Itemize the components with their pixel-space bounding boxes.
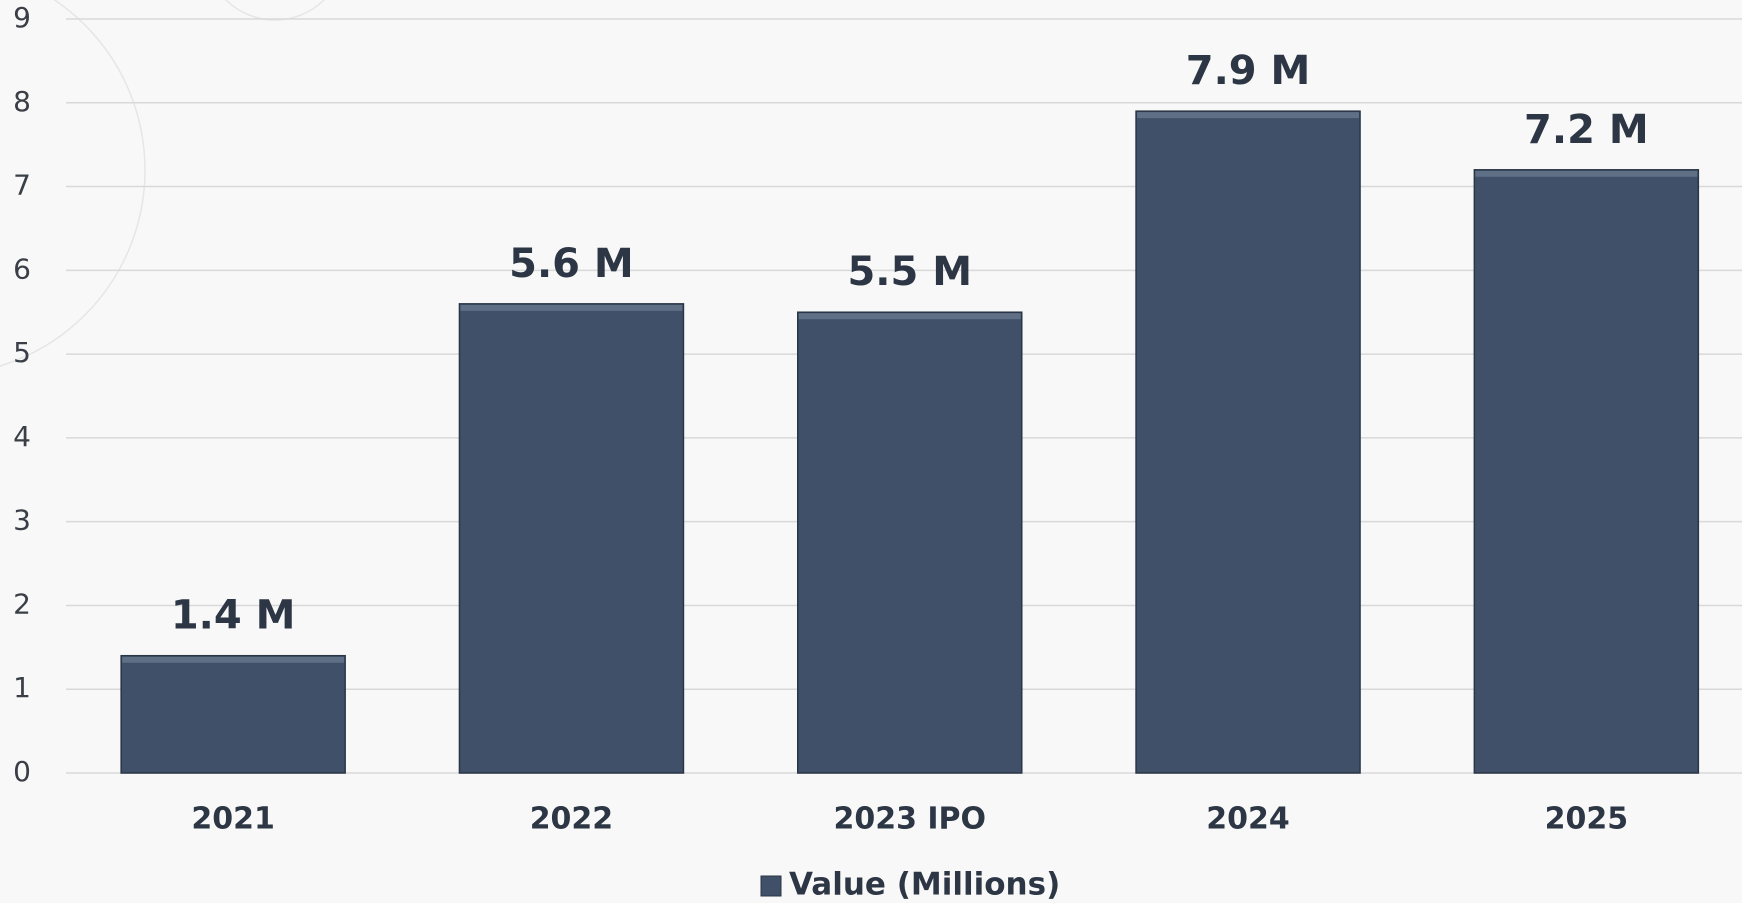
y-tick-label: 8 <box>13 85 31 118</box>
bar <box>797 311 1023 774</box>
x-tick-label: 2024 <box>1206 802 1290 837</box>
bar-highlight <box>1475 170 1698 177</box>
y-tick-label: 3 <box>13 504 31 537</box>
value-label: 7.9 M <box>1186 48 1311 94</box>
decoration <box>0 0 146 367</box>
bar-highlight <box>122 656 345 663</box>
y-tick-label: 2 <box>13 587 31 620</box>
y-tick-label: 4 <box>13 420 31 453</box>
value-label: 7.2 M <box>1524 107 1649 153</box>
y-tick-label: 9 <box>13 1 31 34</box>
y-tick-label: 5 <box>13 336 31 369</box>
value-label: 5.5 M <box>847 249 972 295</box>
value-label: 1.4 M <box>171 593 296 639</box>
bar <box>1135 110 1361 774</box>
x-tick-label: 2021 <box>191 802 275 837</box>
x-tick-label: 2025 <box>1545 802 1629 837</box>
bar-highlight <box>1137 112 1360 119</box>
bar-highlight <box>798 313 1021 320</box>
y-tick-label: 1 <box>13 671 31 704</box>
bar <box>1473 169 1700 774</box>
bar <box>458 303 685 774</box>
legend-swatch <box>760 875 782 897</box>
value-label: 5.6 M <box>509 241 634 287</box>
bar <box>120 654 346 774</box>
y-tick-label: 6 <box>13 252 31 285</box>
decoration <box>224 0 326 21</box>
y-tick-label: 0 <box>13 755 31 788</box>
x-tick-label: 2022 <box>530 802 614 837</box>
x-tick-label: 2023 IPO <box>833 802 986 837</box>
bar-highlight <box>460 304 683 311</box>
y-tick-label: 7 <box>13 169 31 202</box>
legend-label: Value (Millions) <box>789 867 1060 903</box>
